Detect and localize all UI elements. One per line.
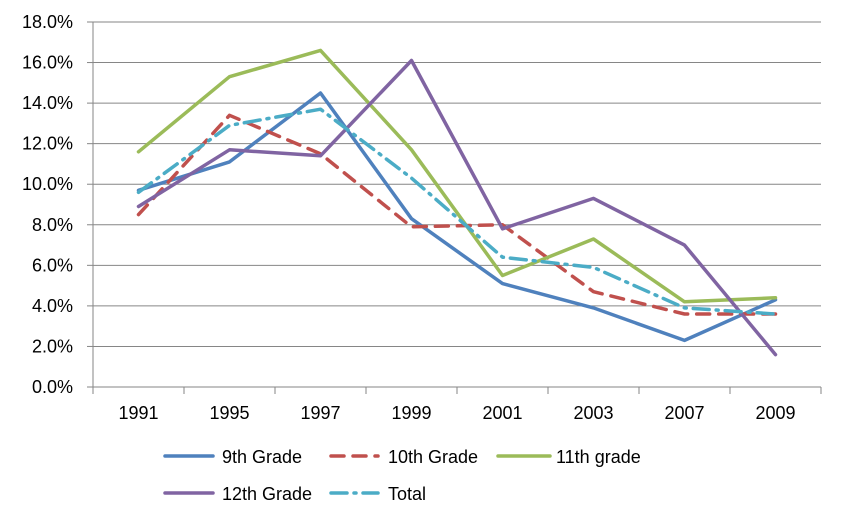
x-tick-label: 2009	[755, 403, 795, 423]
legend-item: 12th Grade	[163, 484, 312, 504]
series-lines	[136, 48, 778, 357]
legend-item: 10th Grade	[329, 447, 478, 467]
y-tick-label: 8.0%	[32, 215, 73, 235]
series-line-total	[136, 107, 778, 316]
legend-item: Total	[329, 484, 426, 504]
y-tick-label: 4.0%	[32, 296, 73, 316]
series-line-9th-grade	[136, 91, 778, 343]
y-tick-label: 6.0%	[32, 255, 73, 275]
y-tick-label: 12.0%	[22, 134, 73, 154]
y-tick-label: 2.0%	[32, 336, 73, 356]
legend-label: 10th Grade	[388, 447, 478, 467]
x-tick-label: 1999	[391, 403, 431, 423]
x-tick-label: 2007	[664, 403, 704, 423]
legend-label: 9th Grade	[222, 447, 302, 467]
x-tick-label: 1997	[300, 403, 340, 423]
legend-item: 11th grade	[496, 447, 641, 467]
legend: 9th Grade 10th Grade 11th grade 12th Grade T…	[163, 447, 641, 504]
legend-label: 12th Grade	[222, 484, 312, 504]
x-tick-label: 2003	[573, 403, 613, 423]
x-tick-label: 1991	[118, 403, 158, 423]
series-line-11th-grade	[136, 48, 778, 304]
y-tick-label: 18.0%	[22, 12, 73, 32]
legend-label: 11th grade	[556, 447, 641, 467]
y-tick-label: 16.0%	[22, 53, 73, 73]
legend-label: Total	[388, 484, 426, 504]
y-tick-label: 0.0%	[32, 377, 73, 397]
x-axis-labels: 1991 1995 1997 1999 2001 2003 2007 2009	[118, 403, 795, 423]
axes	[87, 21, 822, 394]
y-tick-label: 10.0%	[22, 174, 73, 194]
gridlines	[93, 21, 821, 347]
y-axis-labels: 0.0% 2.0% 4.0% 6.0% 8.0% 10.0% 12.0% 14.0% 16.0%…	[22, 12, 73, 397]
x-tick-label: 1995	[209, 403, 249, 423]
y-tick-label: 14.0%	[22, 93, 73, 113]
series-line-12th-grade	[136, 58, 778, 357]
legend-item: 9th Grade	[163, 447, 302, 467]
series-line-10th-grade	[136, 113, 778, 316]
x-tick-label: 2001	[482, 403, 522, 423]
